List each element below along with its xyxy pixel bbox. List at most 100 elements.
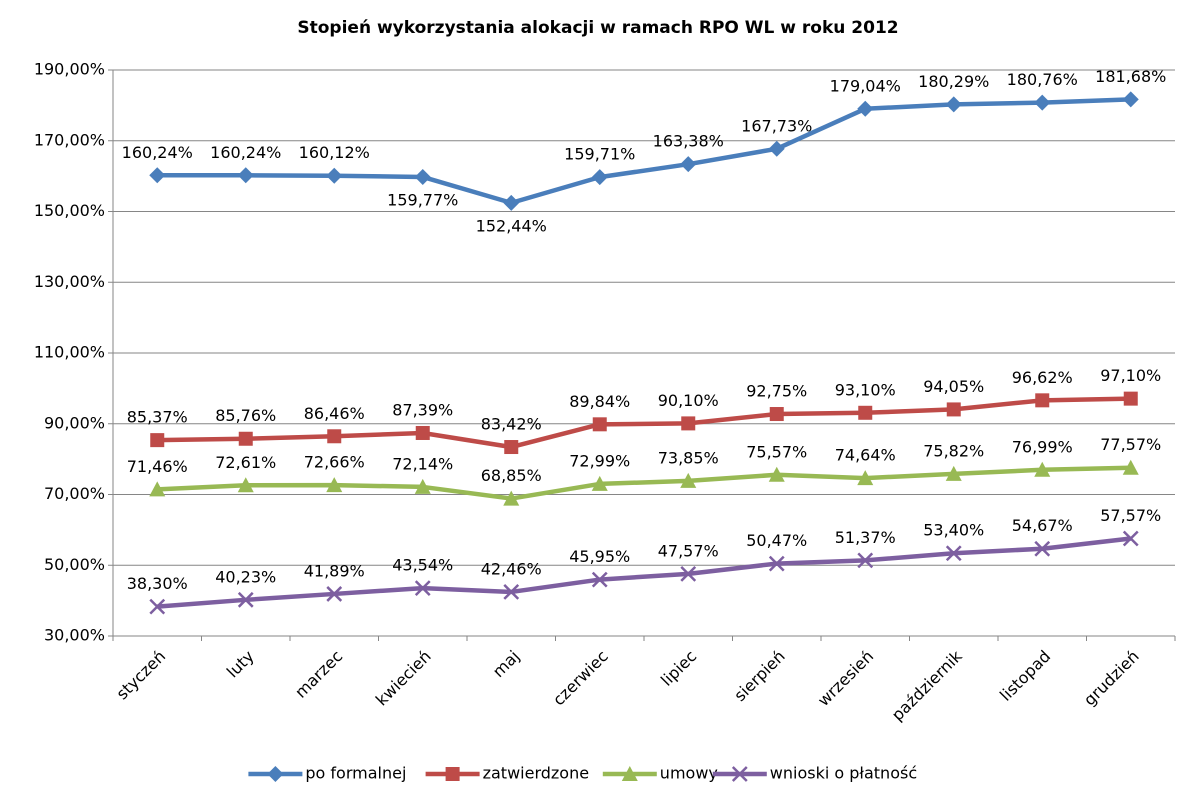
marker bbox=[1122, 91, 1139, 108]
x-tick-label: grudzień bbox=[1080, 647, 1143, 710]
marker bbox=[503, 490, 520, 506]
chart-title: Stopień wykorzystania alokacji w ramach … bbox=[297, 18, 898, 38]
series-line bbox=[157, 465, 1131, 501]
data-label: 85,76% bbox=[215, 406, 276, 425]
data-label: 45,95% bbox=[569, 547, 630, 566]
marker bbox=[680, 565, 697, 582]
data-label: 72,14% bbox=[392, 454, 453, 473]
marker bbox=[1034, 461, 1051, 477]
data-label: 181,68% bbox=[1095, 67, 1166, 86]
marker bbox=[504, 440, 519, 455]
x-tick-label: kwiecień bbox=[372, 647, 435, 710]
data-label: 75,57% bbox=[746, 442, 807, 461]
marker bbox=[680, 156, 697, 173]
marker bbox=[857, 552, 874, 569]
x-tick-label: sierpień bbox=[730, 647, 789, 706]
marker bbox=[237, 477, 254, 493]
data-label: 76,99% bbox=[1012, 437, 1073, 456]
series-line bbox=[157, 97, 1131, 206]
marker bbox=[414, 478, 431, 494]
marker bbox=[1034, 94, 1051, 111]
data-label: 94,05% bbox=[923, 377, 984, 396]
marker bbox=[621, 766, 638, 781]
data-label: 74,64% bbox=[835, 446, 896, 465]
x-tick-label: luty bbox=[223, 647, 258, 682]
marker bbox=[237, 167, 254, 184]
data-label: 85,37% bbox=[127, 408, 188, 427]
data-label: 92,75% bbox=[746, 382, 807, 401]
y-tick-label: 130,00% bbox=[34, 272, 105, 291]
data-label: 179,04% bbox=[830, 76, 901, 95]
marker bbox=[1034, 540, 1051, 557]
marker bbox=[945, 465, 962, 481]
data-label: 57,57% bbox=[1100, 506, 1161, 525]
marker bbox=[1035, 393, 1050, 408]
marker bbox=[237, 591, 254, 608]
marker bbox=[503, 194, 520, 211]
data-label: 163,38% bbox=[653, 132, 724, 151]
marker bbox=[326, 477, 343, 493]
data-label: 72,61% bbox=[215, 453, 276, 472]
data-label: 71,46% bbox=[127, 457, 188, 476]
data-label: 51,37% bbox=[835, 528, 896, 547]
data-label: 73,85% bbox=[658, 448, 719, 467]
series-line bbox=[157, 536, 1132, 609]
data-label: 38,30% bbox=[127, 574, 188, 593]
data-label: 97,10% bbox=[1100, 366, 1161, 385]
marker bbox=[591, 475, 608, 491]
marker bbox=[267, 766, 284, 782]
marker bbox=[768, 555, 785, 572]
marker bbox=[857, 100, 874, 117]
data-label: 43,54% bbox=[392, 556, 453, 575]
x-tick-label: październik bbox=[888, 646, 967, 725]
marker bbox=[149, 167, 166, 184]
legend-label: umowy bbox=[660, 764, 718, 783]
marker bbox=[680, 472, 697, 488]
marker bbox=[1122, 530, 1139, 547]
x-tick-label: lipiec bbox=[657, 647, 700, 690]
marker bbox=[327, 429, 342, 444]
marker bbox=[414, 168, 431, 185]
marker bbox=[591, 169, 608, 186]
marker bbox=[591, 571, 608, 588]
legend-label: po formalnej bbox=[305, 764, 406, 783]
marker bbox=[945, 545, 962, 562]
data-label: 72,99% bbox=[569, 451, 630, 470]
marker bbox=[768, 140, 785, 157]
data-label: 160,12% bbox=[299, 143, 370, 162]
legend-item: zatwierdzone bbox=[425, 764, 589, 783]
y-tick-label: 190,00% bbox=[34, 60, 105, 79]
data-label: 160,24% bbox=[122, 143, 193, 162]
data-label: 180,76% bbox=[1007, 70, 1078, 89]
x-tick-label: maj bbox=[489, 647, 524, 682]
y-tick-label: 50,00% bbox=[44, 555, 105, 574]
data-label: 159,71% bbox=[564, 145, 635, 164]
y-tick-label: 90,00% bbox=[44, 413, 105, 432]
marker bbox=[1123, 391, 1138, 406]
marker bbox=[945, 96, 962, 113]
marker bbox=[326, 167, 343, 184]
marker bbox=[592, 417, 607, 432]
marker bbox=[414, 580, 431, 596]
marker bbox=[858, 405, 873, 420]
series-line bbox=[157, 396, 1131, 450]
y-tick-label: 70,00% bbox=[44, 484, 105, 503]
data-label: 93,10% bbox=[835, 380, 896, 399]
marker bbox=[238, 431, 253, 446]
data-label: 159,77% bbox=[387, 190, 458, 209]
marker bbox=[1122, 459, 1139, 475]
y-tick-label: 150,00% bbox=[34, 201, 105, 220]
legend-item: po formalnej bbox=[248, 764, 406, 783]
data-label: 77,57% bbox=[1100, 435, 1161, 454]
marker bbox=[946, 402, 961, 417]
marker bbox=[768, 466, 785, 482]
legend-item: wnioski o płatność bbox=[712, 764, 917, 783]
marker bbox=[415, 425, 430, 440]
x-tick-label: czerwiec bbox=[549, 647, 612, 710]
marker bbox=[150, 433, 165, 448]
data-label: 50,47% bbox=[746, 531, 807, 550]
marker bbox=[769, 407, 784, 422]
data-label: 152,44% bbox=[476, 216, 547, 235]
x-tick-label: wrzesień bbox=[814, 647, 877, 710]
